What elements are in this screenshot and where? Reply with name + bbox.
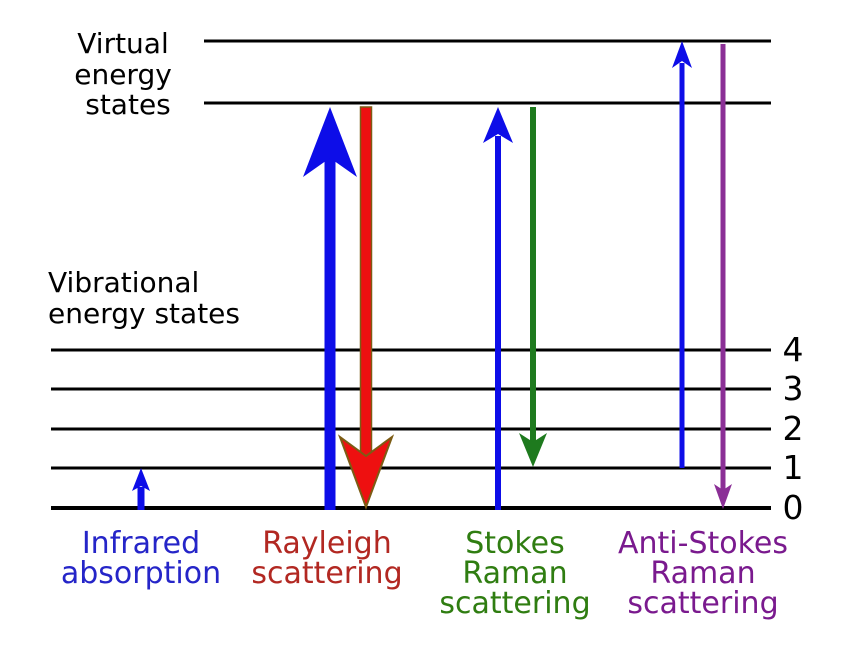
stokes-emission-arrow-head (519, 433, 547, 467)
stokes-excitation-arrow-shaft (495, 136, 501, 510)
rayleigh-emission-arrow-head (337, 434, 395, 510)
rayleigh-scattering-label-line2: scattering (251, 556, 402, 591)
infrared-absorption-group: Infrared absorption (61, 468, 221, 591)
infrared-absorption-arrow-head (132, 468, 150, 491)
stokes-raman-group: Stokes Raman scattering (439, 107, 591, 621)
anti-stokes-excitation-arrow-shaft (679, 63, 685, 468)
vibrational-states-label-line2: energy states (48, 297, 240, 330)
rayleigh-scattering-group: Rayleigh scattering (251, 106, 403, 591)
virtual-states-label-line2: energy (74, 58, 172, 91)
level-number-0: 0 (783, 488, 804, 527)
vibrational-states-label-line1: Vibrational (48, 266, 199, 299)
stokes-raman-label-line1: Stokes (465, 526, 565, 561)
infrared-absorption-arrow-shaft (137, 487, 145, 510)
anti-stokes-raman-label-line3: scattering (627, 586, 778, 621)
level-number-2: 2 (783, 409, 804, 448)
rayleigh-excitation-arrow-shaft (324, 155, 336, 510)
anti-stokes-raman-label-line1: Anti-Stokes (618, 526, 788, 561)
virtual-energy-states: Virtual energy states (74, 27, 771, 121)
level-number-1: 1 (783, 448, 804, 487)
virtual-states-label-line3: states (85, 88, 171, 121)
rayleigh-emission-arrow-shaft (359, 106, 373, 460)
anti-stokes-emission-arrow-head (714, 484, 732, 509)
level-number-4: 4 (783, 330, 804, 369)
virtual-states-label-line1: Virtual (77, 27, 169, 60)
rayleigh-excitation-arrow-head (303, 107, 357, 177)
anti-stokes-raman-group: Anti-Stokes Raman scattering (618, 41, 788, 621)
vibrational-energy-states: Vibrational energy states 4 3 2 1 0 (48, 266, 804, 527)
stokes-raman-label-line3: scattering (439, 586, 590, 621)
level-number-3: 3 (783, 369, 804, 408)
stokes-excitation-arrow-head (483, 107, 513, 143)
anti-stokes-raman-label-line2: Raman (650, 556, 755, 591)
rayleigh-scattering-label-line1: Rayleigh (262, 526, 392, 561)
anti-stokes-emission-arrow-shaft (720, 44, 726, 492)
infrared-absorption-label-line2: absorption (61, 556, 221, 591)
infrared-absorption-label-line1: Infrared (82, 526, 200, 561)
stokes-emission-arrow-shaft (530, 107, 536, 442)
anti-stokes-excitation-arrow-head (672, 41, 692, 68)
stokes-raman-label-line2: Raman (462, 556, 567, 591)
